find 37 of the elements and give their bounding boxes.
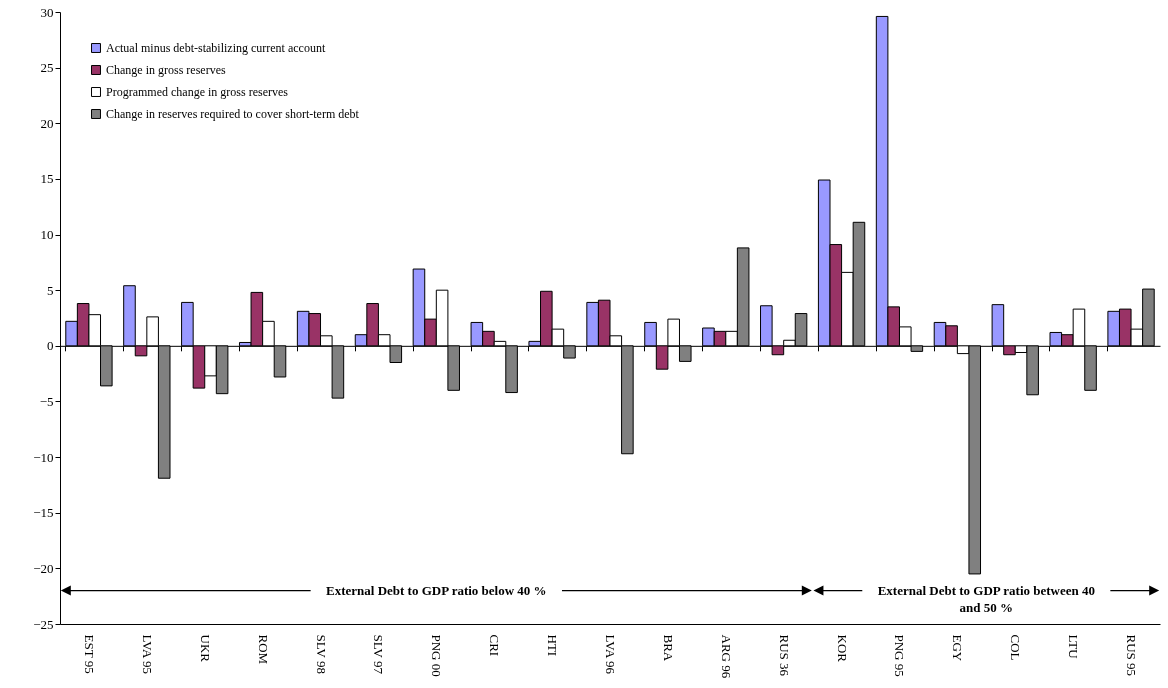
y-tick-label: −15 (33, 505, 54, 521)
x-tick-label: LVA 95 (139, 634, 155, 674)
x-tick-label: PNG 95 (892, 634, 908, 677)
legend-label: Actual minus debt-stabilizing current account (106, 41, 326, 55)
legend-label: Change in reserves required to cover short-term debt (106, 107, 360, 121)
x-tick-label: RUS 36 (776, 634, 792, 677)
y-tick-label: 10 (40, 227, 54, 243)
x-tick-label: EGY (950, 634, 966, 662)
x-tick-label: BRA (660, 634, 676, 662)
x-tick-label: LTU (1066, 634, 1082, 660)
y-tick-label: 15 (40, 171, 54, 187)
y-tick-label: −20 (33, 560, 54, 576)
x-tick-label: SLV 98 (313, 634, 329, 674)
x-tick-label: KOR (834, 634, 850, 663)
x-tick-label: CRI (487, 634, 503, 657)
y-tick-label: 25 (40, 60, 54, 76)
annotation: External Debt to GDP ratio below 40 % (326, 582, 547, 598)
x-tick-label: ROM (255, 634, 271, 665)
y-tick-label: 20 (40, 115, 54, 131)
y-tick-label: −10 (33, 449, 54, 465)
y-tick-label: −25 (33, 616, 54, 632)
x-tick-label: HTI (545, 634, 561, 657)
x-tick-label: ARG 96 (718, 634, 734, 679)
x-tick-label: EST 95 (81, 634, 97, 674)
legend-label: Change in gross reserves (106, 63, 226, 77)
y-tick-label: 30 (40, 4, 54, 20)
x-tick-label: PNG 00 (429, 634, 445, 677)
y-tick-label: 5 (47, 282, 54, 298)
y-tick-label: 0 (47, 338, 54, 354)
x-tick-label: RUS 95 (1124, 634, 1140, 677)
legend-label: Programmed change in gross reserves (106, 85, 289, 99)
x-tick-label: COL (1008, 634, 1024, 661)
x-tick-label: UKR (197, 634, 213, 663)
annotation: External Debt to GDP ratio between 40 and 50 % (877, 582, 1095, 615)
x-tick-label: SLV 97 (371, 634, 387, 675)
x-tick-label: LVA 96 (603, 634, 618, 675)
y-tick-label: −5 (39, 393, 54, 409)
